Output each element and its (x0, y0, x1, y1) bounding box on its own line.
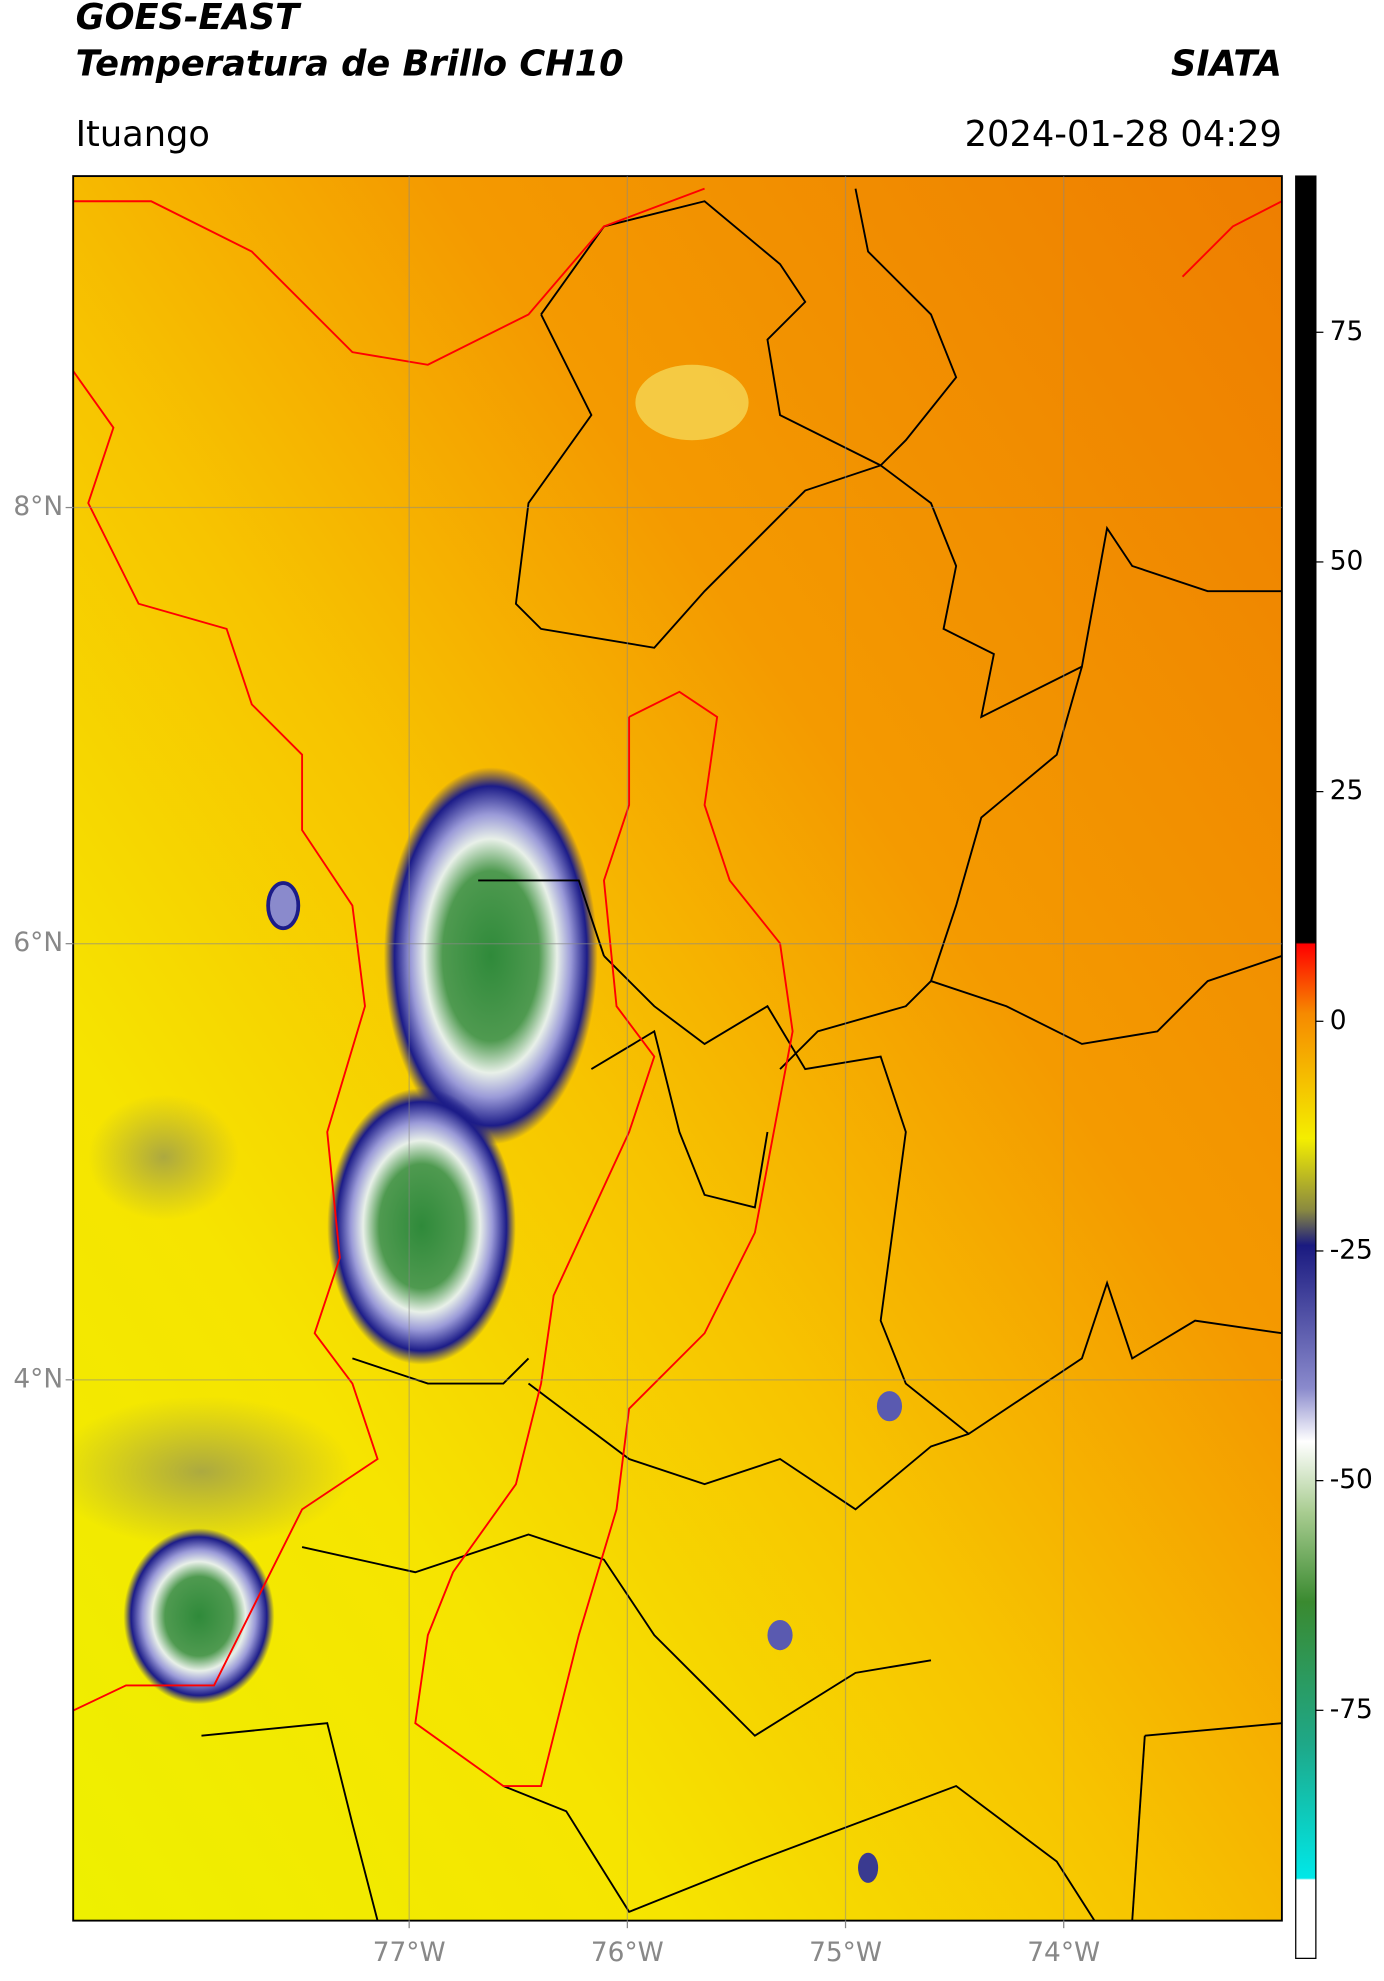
x-tick-label: 75°W (809, 1937, 882, 1968)
title: GOES-EAST (76, 0, 302, 38)
source: SIATA (1171, 43, 1282, 84)
cloud (876, 1391, 903, 1422)
colorbar-tick-label: 0 (1330, 1005, 1347, 1036)
cloud (123, 1528, 275, 1705)
timestamp: 2024-01-28 04:29 (965, 114, 1282, 155)
y-tick-label: 8°N (13, 491, 63, 522)
cloud (858, 1852, 879, 1883)
y-tick-label: 4°N (13, 1363, 63, 1394)
cloud (767, 1620, 793, 1651)
y-tick-label: 6°N (13, 927, 63, 958)
graticule (65, 176, 1282, 1929)
location: Ituango (76, 114, 210, 155)
borders (201, 188, 1282, 1921)
map-image (73, 176, 1282, 1921)
map-frame (72, 175, 1283, 1922)
map-background (73, 176, 1282, 1921)
x-tick-label: 76°W (591, 1937, 664, 1968)
haze (635, 364, 749, 441)
colorbar-tick-label: 75 (1330, 316, 1364, 347)
cloud (383, 767, 598, 1145)
subtitle: Temperatura de Brillo CH10 (76, 43, 624, 84)
colorbar-tick-label: 50 (1330, 545, 1364, 576)
haze (73, 1396, 353, 1548)
cloud (266, 881, 301, 931)
colorbar-tick-label: -25 (1330, 1234, 1373, 1265)
cloud (327, 1087, 516, 1365)
coastline-and-basin (73, 187, 1282, 1787)
colorbar (1295, 175, 1317, 1959)
haze (88, 1094, 240, 1221)
colorbar-tick-label: -75 (1330, 1694, 1373, 1725)
colorbar-tick-label: 25 (1330, 775, 1364, 806)
x-tick-label: 77°W (373, 1937, 446, 1968)
x-tick-label: 74°W (1027, 1937, 1100, 1968)
colorbar-tick-label: -50 (1330, 1464, 1373, 1495)
